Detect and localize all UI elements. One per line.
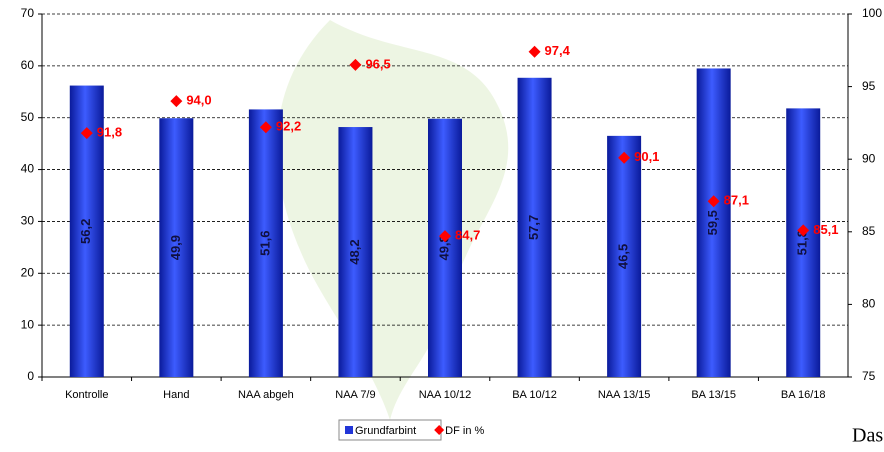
- marker-value-label: 91,8: [97, 125, 122, 140]
- legend-marker: [345, 426, 353, 434]
- bar-value-label: 51,8: [795, 230, 810, 255]
- bar-value-label: 49,9: [168, 235, 183, 260]
- marker: [439, 230, 451, 243]
- y-tick-label: 10: [21, 317, 35, 331]
- y-tick-label: 30: [21, 214, 35, 228]
- x-tick-label: NAA abgeh: [238, 389, 294, 401]
- marker: [259, 121, 272, 134]
- y-tick-label: 50: [21, 110, 35, 124]
- bar: [159, 118, 194, 378]
- legend-label: DF in %: [445, 425, 484, 437]
- marker-value-label: 87,1: [724, 193, 749, 208]
- marker-value-label: 94,0: [186, 93, 211, 108]
- marker: [618, 151, 631, 164]
- x-tick-label: NAA 10/12: [419, 389, 472, 401]
- y-tick-label: 60: [21, 58, 35, 72]
- bar: [338, 127, 373, 377]
- x-tick-label: BA 10/12: [512, 389, 557, 401]
- bar-value-label: 46,5: [616, 244, 631, 269]
- bar-value-label: 57,7: [526, 215, 541, 240]
- x-tick-label: BA 16/18: [781, 389, 826, 401]
- y-tick-label: 40: [21, 162, 35, 176]
- marker: [797, 224, 810, 237]
- bar: [786, 108, 821, 377]
- watermark-text: Das La: [852, 425, 884, 447]
- marker: [528, 45, 541, 58]
- bar-value-label: 49,8: [436, 235, 451, 260]
- marker-value-label: 85,1: [813, 222, 838, 237]
- bar: [607, 135, 642, 377]
- x-tick-label: Hand: [163, 389, 189, 401]
- watermark-leaf: [277, 20, 509, 420]
- y-tick-label: 70: [21, 6, 35, 20]
- bar: [248, 109, 283, 377]
- y-tick-label: 0: [27, 369, 34, 383]
- marker: [349, 58, 362, 71]
- marker-value-label: 84,7: [455, 228, 480, 243]
- bar-value-label: 51,6: [257, 231, 272, 256]
- bar-value-label: 48,2: [347, 239, 362, 264]
- y-tick-label: 20: [21, 265, 35, 279]
- bar: [517, 77, 552, 377]
- y2-tick-label: 85: [862, 224, 876, 238]
- y2-tick-label: 100: [862, 6, 882, 20]
- bar: [428, 118, 462, 377]
- x-tick-label: NAA 13/15: [598, 389, 651, 401]
- legend-label: Grundfarbint: [355, 425, 416, 437]
- y2-tick-label: 80: [862, 297, 876, 311]
- marker: [170, 95, 183, 108]
- y2-tick-label: 95: [862, 79, 876, 93]
- y2-tick-label: 75: [862, 369, 876, 383]
- legend-marker: [434, 425, 445, 435]
- x-tick-label: BA 13/15: [691, 389, 736, 401]
- y2-tick-label: 90: [862, 151, 876, 165]
- x-tick-label: Kontrolle: [65, 389, 108, 401]
- marker-value-label: 92,2: [276, 119, 301, 134]
- marker: [80, 127, 93, 140]
- x-tick-label: NAA 7/9: [335, 389, 375, 401]
- marker: [707, 195, 720, 208]
- bar-value-label: 56,2: [78, 219, 93, 244]
- marker-value-label: 90,1: [634, 149, 659, 164]
- marker-value-label: 97,4: [545, 43, 571, 58]
- bar-value-label: 59,5: [705, 210, 720, 235]
- bar: [696, 68, 731, 377]
- marker-value-label: 96,5: [365, 56, 390, 71]
